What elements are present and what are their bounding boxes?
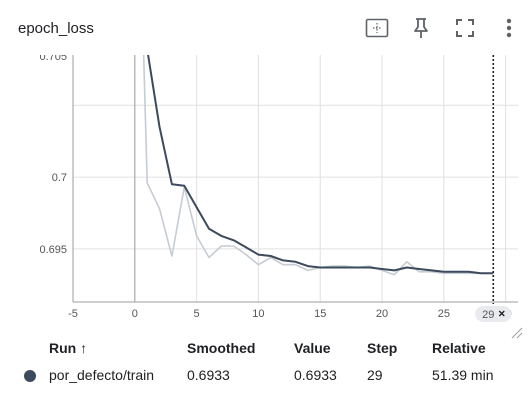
x-tick-label: 20 <box>376 308 388 320</box>
col-smoothed: Smoothed <box>187 340 256 356</box>
run-step: 29 <box>367 367 383 383</box>
card-title: epoch_loss <box>18 20 94 37</box>
more-options-button[interactable] <box>495 14 523 42</box>
x-tick-label: 15 <box>314 308 326 320</box>
col-relative: Relative <box>432 340 486 356</box>
pin-button[interactable] <box>407 14 435 42</box>
pin-icon <box>414 18 428 38</box>
y-tick-label: 0.7 <box>52 172 67 184</box>
y-tick-label: 0.695 <box>39 244 67 256</box>
hover-close-icon <box>498 310 505 317</box>
fullscreen-button[interactable] <box>451 14 479 42</box>
fit-domain-button[interactable] <box>363 14 391 42</box>
more-vert-icon <box>506 18 512 38</box>
hover-step-badge <box>475 306 512 322</box>
x-tick-label: 10 <box>252 308 264 320</box>
fullscreen-icon <box>456 19 474 37</box>
hover-step-label: 29 <box>482 309 494 321</box>
run-color-dot <box>24 370 36 382</box>
y-tick-label-edge: 0.705 <box>39 55 67 63</box>
col-value: Value <box>294 340 331 356</box>
x-tick-label: 25 <box>438 308 450 320</box>
smoothed-series-line <box>147 55 494 275</box>
resize-handle-icon <box>511 327 523 339</box>
x-tick-label: 5 <box>194 308 200 320</box>
run-name: por_defecto/train <box>49 367 155 383</box>
run-value: 0.6933 <box>294 367 337 383</box>
run-relative: 51.39 min <box>432 367 494 383</box>
x-tick-label-edge: -5 <box>68 308 78 320</box>
raw-series-line <box>142 55 494 276</box>
x-tick-label: 0 <box>132 308 138 320</box>
run-smoothed: 0.6933 <box>187 367 230 383</box>
col-run[interactable]: Run ↑ <box>49 340 88 356</box>
fit-domain-icon <box>365 18 389 38</box>
col-step: Step <box>367 340 398 356</box>
